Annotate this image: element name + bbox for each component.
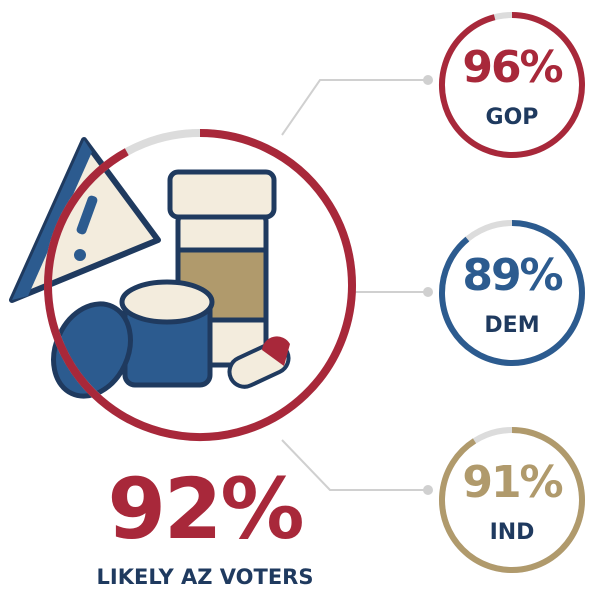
connector-dot bbox=[423, 485, 433, 495]
category-label: LIKELY AZ VOTERS bbox=[97, 565, 314, 589]
connector-dots bbox=[423, 75, 433, 495]
category-label: DEM bbox=[484, 313, 539, 338]
connector bbox=[282, 80, 428, 135]
value-label: 89% bbox=[462, 250, 562, 301]
jar-pills bbox=[122, 282, 212, 322]
category-label: GOP bbox=[486, 105, 539, 130]
infographic: 92% LIKELY AZ VOTERS 96% GOP 89% DEM 91% IND bbox=[0, 0, 595, 592]
connector-dot bbox=[423, 287, 433, 297]
connector bbox=[282, 440, 428, 490]
category-label: IND bbox=[490, 520, 535, 545]
illustration bbox=[12, 140, 293, 409]
value-label: 91% bbox=[462, 457, 562, 508]
connector-dot bbox=[423, 75, 433, 85]
value-label: 92% bbox=[107, 460, 302, 558]
value-label: 96% bbox=[462, 42, 562, 93]
bottle-cap bbox=[170, 172, 274, 217]
warning-dot bbox=[74, 249, 86, 261]
